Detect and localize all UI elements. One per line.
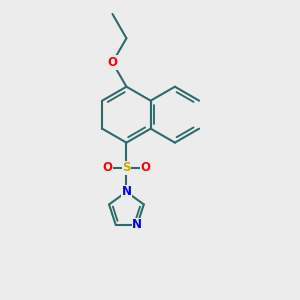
Text: S: S bbox=[122, 161, 131, 174]
Text: N: N bbox=[122, 185, 131, 198]
Text: O: O bbox=[141, 161, 151, 174]
Text: O: O bbox=[102, 161, 112, 174]
Text: O: O bbox=[107, 56, 118, 69]
Text: N: N bbox=[132, 218, 142, 231]
